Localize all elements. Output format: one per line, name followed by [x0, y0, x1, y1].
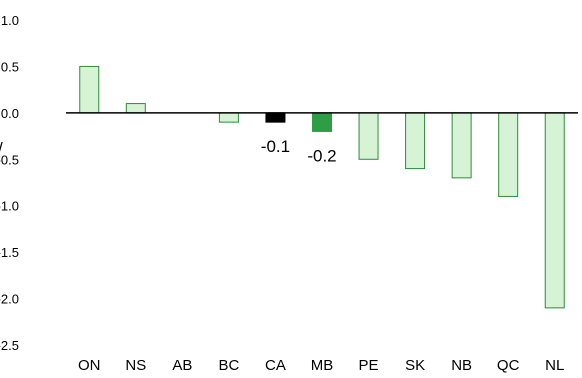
- y-tick-label: -1.5: [0, 245, 19, 260]
- x-tick-label-nb: NB: [451, 357, 472, 374]
- x-tick-label-ab: AB: [172, 357, 192, 374]
- y-tick-label: 1.0: [1, 13, 19, 28]
- data-label-mb: -0.2: [307, 146, 336, 165]
- y-tick-label: -2.0: [0, 292, 19, 307]
- bars: [79, 65, 565, 309]
- bar-nl: [544, 112, 565, 309]
- x-tick-label-sk: SK: [405, 357, 425, 374]
- x-tick-label-nl: NL: [545, 357, 564, 374]
- bar-ca: [265, 112, 286, 123]
- bar-pe: [358, 112, 379, 160]
- x-tick-label-ns: NS: [125, 357, 146, 374]
- y-tick-label: 0.0: [1, 106, 19, 121]
- bar-ns: [125, 103, 146, 114]
- x-axis-labels: ON NS AB BC CA MB PE SK NB QC NL: [78, 357, 564, 374]
- y-tick-label: -1.0: [0, 199, 19, 214]
- data-label-ca: -0.1: [261, 137, 290, 156]
- x-tick-label-on: ON: [78, 357, 101, 374]
- x-tick-label-qc: QC: [497, 357, 520, 374]
- y-tick-label: -2.5: [0, 338, 19, 353]
- x-tick-label-pe: PE: [359, 357, 379, 374]
- bar-mb: [312, 112, 332, 132]
- x-tick-label-ca: CA: [265, 357, 286, 374]
- y-tick-label: 0.5: [1, 59, 19, 74]
- ylabel-fragment: /: [0, 139, 3, 158]
- x-tick-label-bc: BC: [218, 357, 239, 374]
- y-axis-ticks: 1.0 0.5 0.0 -0.5 -1.0 -1.5 -2.0 -2.5: [0, 13, 19, 353]
- y-tick-label: -0.5: [0, 152, 19, 167]
- x-tick-label-mb: MB: [311, 357, 334, 374]
- bar-qc: [498, 112, 519, 197]
- data-labels: -0.1 -0.2: [261, 137, 337, 165]
- bar-bc: [218, 112, 239, 123]
- bar-on: [79, 65, 100, 114]
- bar-nb: [451, 112, 472, 179]
- bar-sk: [405, 112, 426, 170]
